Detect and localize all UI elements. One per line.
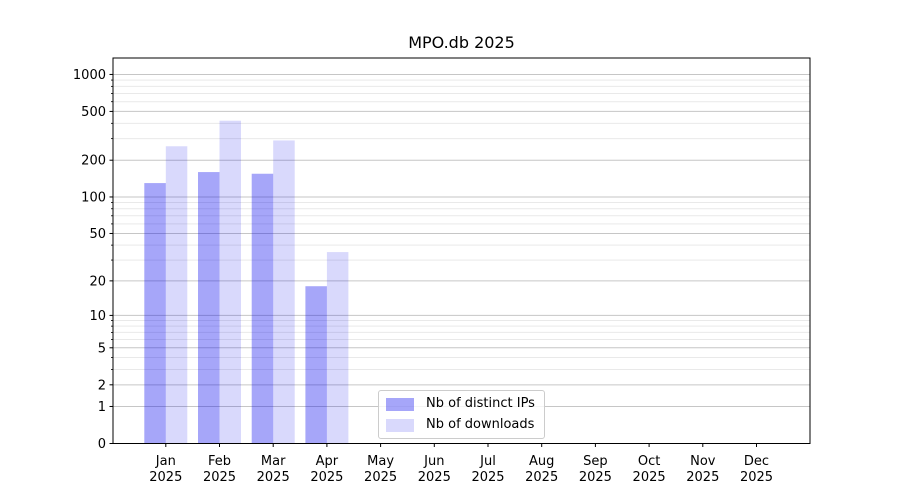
bar-downloads-mar (273, 140, 295, 444)
bar-distinct-ips-feb (198, 172, 220, 444)
y-tick-label: 200 (81, 154, 106, 169)
y-tick-label: 2 (98, 378, 106, 393)
x-tick-label-month: Apr (316, 454, 339, 469)
x-tick-label-year: 2025 (310, 470, 343, 485)
legend-swatch-distinct-ips (386, 397, 414, 411)
bar-downloads-jan (165, 146, 188, 444)
x-tick-label-year: 2025 (257, 470, 290, 485)
x-tick-label-year: 2025 (579, 470, 612, 485)
x-tick-label-year: 2025 (740, 470, 773, 485)
bar-distinct-ips-jan (144, 183, 166, 444)
x-tick-label-month: Nov (690, 454, 716, 469)
x-tick-label-month: Mar (261, 454, 286, 469)
chart-title: MPO.db 2025 (408, 33, 515, 52)
x-tick-label-month: Jun (423, 454, 444, 469)
x-tick-label-month: Feb (208, 454, 231, 469)
x-tick-label-month: Sep (583, 454, 608, 469)
bar-downloads-feb (219, 120, 241, 444)
x-tick-label-year: 2025 (686, 470, 719, 485)
plot-border (112, 57, 811, 444)
x-tick-label-month: Dec (744, 454, 769, 469)
x-tick-label-month: Oct (638, 454, 660, 469)
legend-swatch-downloads (386, 418, 414, 432)
y-tick-label: 50 (89, 227, 106, 242)
y-tick-label: 1 (98, 400, 106, 415)
y-tick-label: 500 (81, 105, 106, 120)
x-tick-label-month: Aug (529, 454, 554, 469)
y-tick-label: 5 (98, 341, 106, 356)
x-tick-label-year: 2025 (364, 470, 397, 485)
x-tick-label-year: 2025 (525, 470, 558, 485)
chart-legend: Nb of distinct IPs Nb of downloads (378, 390, 545, 439)
x-tick-label-year: 2025 (633, 470, 666, 485)
y-tick-label: 100 (81, 190, 106, 205)
x-tick-label-year: 2025 (149, 470, 182, 485)
legend-label-distinct-ips: Nb of distinct IPs (426, 396, 535, 411)
y-tick-label: 1000 (73, 68, 106, 83)
bar-distinct-ips-apr (305, 286, 327, 444)
legend-item-downloads: Nb of downloads (386, 417, 535, 433)
x-tick-label-year: 2025 (203, 470, 236, 485)
x-tick-label-month: Jul (479, 454, 496, 469)
x-tick-label-month: Jan (155, 454, 176, 469)
x-tick-label-month: May (367, 454, 394, 469)
bar-downloads-apr (326, 252, 349, 444)
y-tick-label: 0 (98, 437, 106, 452)
bar-distinct-ips-mar (251, 173, 274, 444)
legend-item-distinct-ips: Nb of distinct IPs (386, 396, 535, 412)
y-tick-label: 20 (89, 274, 106, 289)
y-tick-label: 10 (89, 309, 106, 324)
legend-label-downloads: Nb of downloads (426, 417, 535, 432)
x-tick-label-year: 2025 (418, 470, 451, 485)
x-tick-label-year: 2025 (471, 470, 504, 485)
